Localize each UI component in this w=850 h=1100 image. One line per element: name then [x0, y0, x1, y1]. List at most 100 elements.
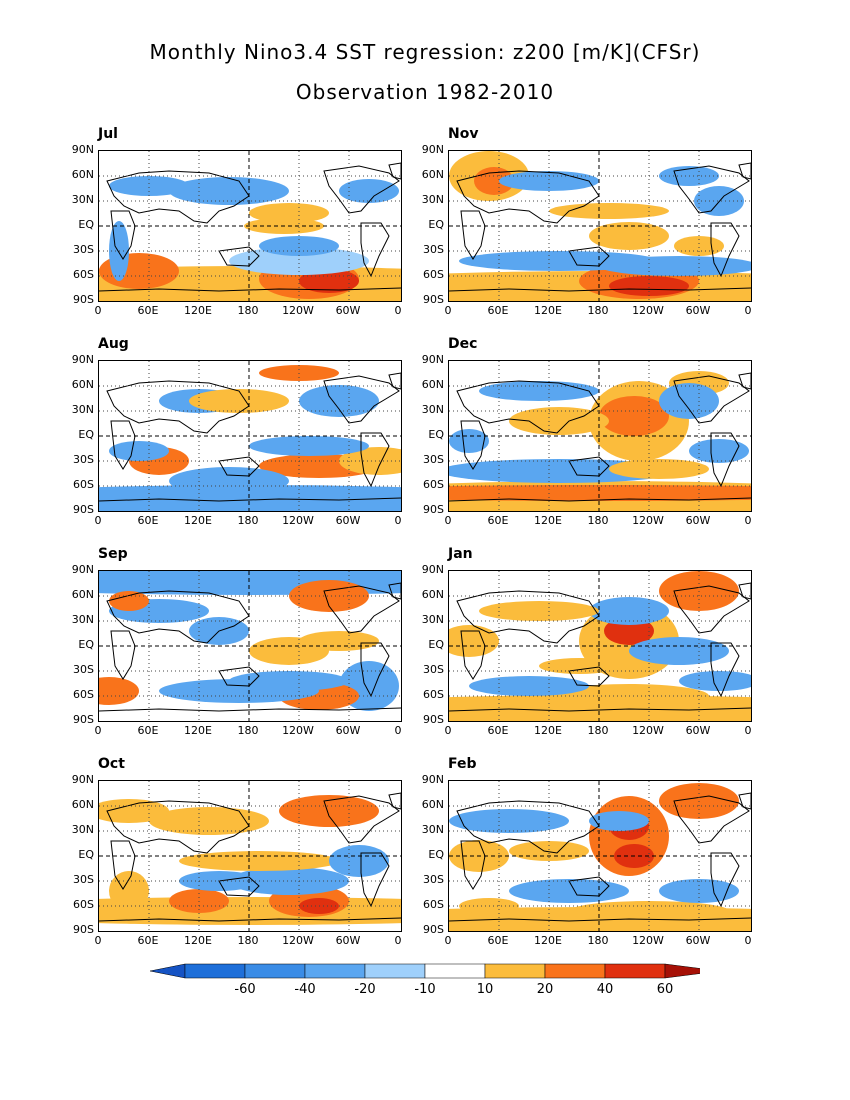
coastline: [323, 795, 400, 844]
latitude-tick-label: 60N: [71, 798, 94, 811]
coastline: [449, 497, 751, 502]
latitude-tick-label: 60N: [421, 588, 444, 601]
coastline: [388, 582, 401, 600]
longitude-tick-label: 180: [237, 724, 259, 737]
anomaly-contour: [109, 871, 149, 911]
coastline: [99, 287, 401, 292]
latitude-tick-label: 30N: [71, 823, 94, 836]
coastline: [360, 852, 390, 908]
latitude-tick-label: 60N: [71, 378, 94, 391]
anomaly-contour: [659, 879, 739, 903]
colorbar-tick-label: -10: [414, 982, 436, 997]
latitude-tick-label: 90N: [71, 143, 94, 156]
coastline: [323, 165, 400, 214]
anomaly-contour: [589, 811, 649, 831]
map-panel: [98, 360, 402, 512]
longitude-tick-label: 60E: [137, 304, 159, 317]
longitude-tick-label: 0: [744, 304, 752, 317]
coastline: [710, 432, 740, 488]
latitude-tick-label: 60N: [71, 168, 94, 181]
colorbar-tick-label: 20: [536, 982, 554, 997]
colorbar-arrow-high: [664, 963, 721, 979]
longitude-tick-label: 120W: [282, 304, 314, 317]
longitude-tick-label: 120W: [632, 304, 664, 317]
figure-subtitle: Observation 1982-2010: [295, 80, 555, 104]
anomaly-contour: [609, 276, 689, 296]
longitude-tick-label: 60E: [487, 514, 509, 527]
anomaly-contour: [299, 269, 359, 293]
colorbar: -60 -40 -20 -10 10 20 40 60: [149, 960, 721, 1020]
anomaly-contour: [694, 186, 744, 216]
anomaly-contour: [479, 601, 599, 621]
anomaly-contour: [189, 389, 289, 413]
longitude-tick-label: 0: [744, 934, 752, 947]
map-panel: [448, 570, 752, 722]
latitude-tick-label: EQ: [428, 848, 444, 861]
anomaly-contour: [249, 203, 329, 223]
latitude-tick-label: 90N: [421, 773, 444, 786]
longitude-tick-label: 120W: [282, 514, 314, 527]
colorbar-segment: [484, 963, 546, 979]
anomaly-contour: [109, 176, 189, 196]
anomaly-contour: [299, 385, 379, 417]
coastline: [568, 456, 610, 477]
colorbar-tick-label: 60: [656, 982, 674, 997]
anomaly-contour: [179, 851, 339, 871]
latitude-tick-label: 60S: [423, 478, 444, 491]
longitude-tick-label: 60W: [335, 724, 361, 737]
latitude-tick-label: 30S: [73, 243, 94, 256]
coastline: [738, 582, 751, 600]
longitude-tick-label: 180: [237, 934, 259, 947]
latitude-tick-label: 90S: [423, 713, 444, 726]
latitude-tick-label: 90N: [71, 773, 94, 786]
longitude-tick-label: 0: [94, 514, 102, 527]
anomaly-contour: [339, 179, 399, 203]
anomaly-contour: [609, 459, 709, 479]
latitude-tick-label: EQ: [78, 218, 94, 231]
coastline: [568, 876, 610, 897]
latitude-tick-label: 60S: [423, 268, 444, 281]
latitude-tick-label: 90S: [73, 293, 94, 306]
coastline: [738, 792, 751, 810]
latitude-tick-label: 60S: [73, 268, 94, 281]
anomaly-contour: [629, 637, 729, 665]
coastline: [456, 590, 600, 644]
anomaly-contour: [279, 795, 379, 827]
coastline: [456, 170, 600, 224]
anomaly-contour: [329, 845, 389, 877]
anomaly-contour: [509, 407, 609, 435]
longitude-tick-label: 120E: [184, 514, 212, 527]
anomaly-contour: [659, 383, 719, 419]
longitude-tick-label: 120E: [184, 724, 212, 737]
longitude-tick-label: 180: [587, 304, 609, 317]
colorbar-segment: [364, 963, 426, 979]
latitude-tick-label: 60S: [423, 898, 444, 911]
coastline: [360, 222, 390, 278]
latitude-tick-label: 30N: [71, 613, 94, 626]
latitude-tick-label: 60S: [73, 898, 94, 911]
coastline: [460, 420, 486, 470]
latitude-tick-label: 60S: [73, 478, 94, 491]
coastline: [460, 210, 486, 260]
colorbar-segment: [604, 963, 666, 979]
longitude-tick-label: 120W: [632, 514, 664, 527]
colorbar-arrow-low: [149, 963, 186, 979]
anomaly-contour: [99, 677, 139, 705]
contour-field: [449, 361, 751, 511]
anomaly-contour: [109, 441, 169, 461]
coastline: [218, 876, 260, 897]
colorbar-tick-label: 10: [476, 982, 494, 997]
latitude-tick-label: 90N: [71, 353, 94, 366]
coastline: [710, 852, 740, 908]
latitude-tick-label: 90N: [421, 143, 444, 156]
anomaly-contour: [549, 203, 669, 219]
colorbar-segment: [304, 963, 366, 979]
latitude-tick-label: 90S: [423, 923, 444, 936]
longitude-tick-label: 0: [444, 724, 452, 737]
longitude-tick-label: 0: [394, 514, 402, 527]
longitude-tick-label: 180: [237, 514, 259, 527]
anomaly-contour: [449, 485, 751, 501]
longitude-tick-label: 60E: [137, 724, 159, 737]
latitude-tick-label: 90N: [421, 563, 444, 576]
longitude-tick-label: 0: [744, 724, 752, 737]
